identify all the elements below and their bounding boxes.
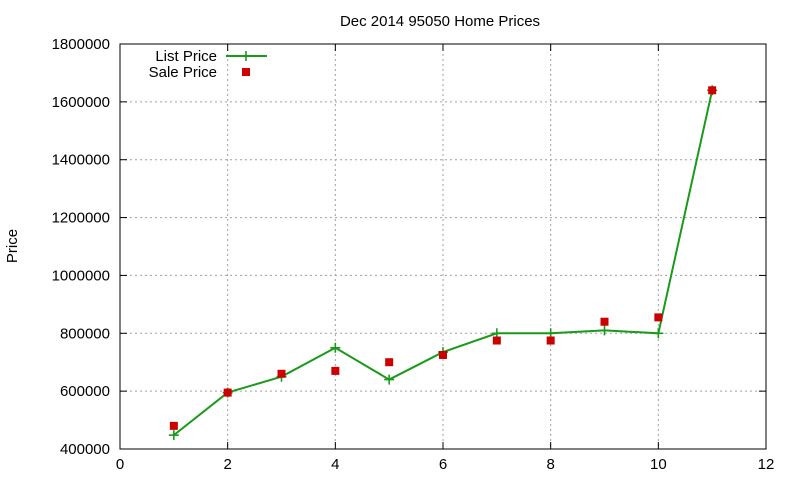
x-tick-label: 2 <box>223 456 231 473</box>
grid-lines <box>120 44 766 449</box>
chart-title: Dec 2014 95050 Home Prices <box>340 13 540 30</box>
sale-price-point <box>385 358 394 367</box>
y-tick-label: 400000 <box>60 441 110 458</box>
list-price-point <box>330 342 341 353</box>
y-tick-label: 800000 <box>60 325 110 342</box>
list-price-point <box>384 374 395 385</box>
y-tick-label: 1200000 <box>52 210 110 227</box>
y-tick-label: 1400000 <box>52 152 110 169</box>
sale-price-point <box>600 317 609 326</box>
x-tick-label: 8 <box>546 456 554 473</box>
sale-price-point <box>277 369 286 378</box>
legend-square-marker <box>242 68 250 76</box>
y-tick-label: 1800000 <box>52 36 110 53</box>
x-tick-label: 12 <box>758 456 775 473</box>
y-tick-label: 1600000 <box>52 94 110 111</box>
legend-label: Sale Price <box>149 64 217 81</box>
sale-price-point <box>169 421 178 430</box>
sale-price-point <box>439 350 447 359</box>
x-tick-label: 6 <box>439 456 447 473</box>
axis-ticks: 400000 600000 800000 1000000 1200000 1400000 1… <box>52 36 775 473</box>
sale-price-point <box>492 336 501 345</box>
sale-price-point <box>331 366 340 375</box>
series-0 <box>168 85 718 441</box>
sale-price-point <box>708 86 717 95</box>
legend-plus-marker <box>241 51 251 61</box>
x-tick-label: 10 <box>650 456 667 473</box>
y-axis-label: Price <box>4 229 21 263</box>
list-price-point <box>653 328 664 339</box>
legend-label: List Price <box>155 48 217 65</box>
y-tick-label: 1000000 <box>52 267 110 284</box>
list-price-line <box>173 90 714 436</box>
plot-frame <box>119 43 767 450</box>
data-series <box>168 85 718 441</box>
list-price-point <box>599 325 610 336</box>
x-tick-label: 0 <box>116 456 124 473</box>
sale-price-point <box>223 388 232 397</box>
sale-price-point <box>546 336 555 345</box>
list-price-point <box>168 430 179 441</box>
series-1 <box>169 86 717 430</box>
sale-price-point <box>654 313 663 322</box>
x-tick-label: 4 <box>331 456 339 473</box>
y-tick-label: 600000 <box>60 383 110 400</box>
